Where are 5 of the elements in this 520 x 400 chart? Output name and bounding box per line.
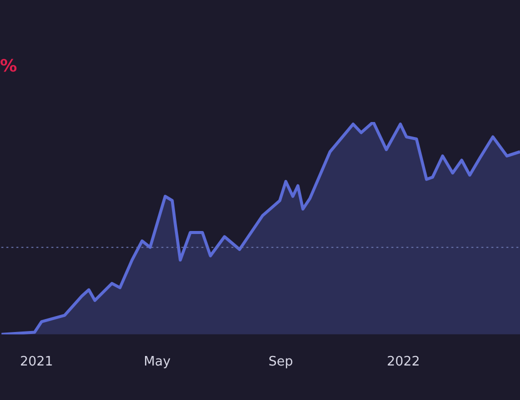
text: % [0,56,18,76]
x-tick-label: 2021 [20,354,54,370]
x-tick-label: May [144,354,171,370]
x-tick-label: 2022 [386,354,420,370]
x-tick-label: Sep [268,354,294,370]
